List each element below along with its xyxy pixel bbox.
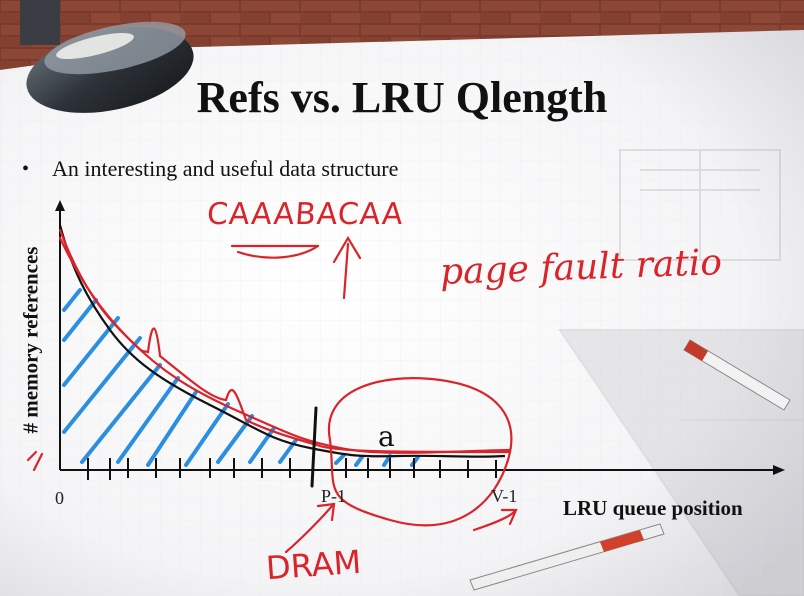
refs-curve-red bbox=[26, 228, 518, 554]
annotation-sequence: CAAABACAA bbox=[205, 197, 405, 232]
annotation-dram: DRAM bbox=[264, 542, 363, 588]
bullet-text: An interesting and useful data structure bbox=[52, 156, 399, 181]
x-axis-label: LRU queue position bbox=[563, 496, 743, 520]
x-tick-label-zero: 0 bbox=[55, 488, 64, 508]
x-tick-label-v-minus-1: V-1 bbox=[491, 486, 518, 506]
y-axis-label: # memory references bbox=[18, 246, 43, 434]
lamp-icon bbox=[20, 0, 194, 113]
circled-region bbox=[327, 377, 513, 527]
annotation-region-a: a bbox=[378, 420, 395, 453]
axes bbox=[55, 200, 785, 475]
x-axis-ticks bbox=[87, 458, 497, 480]
refs-curve-black bbox=[58, 224, 506, 458]
x-axis-arrow-icon bbox=[773, 465, 785, 475]
slide-title: Refs vs. LRU Qlength bbox=[196, 73, 608, 122]
y-axis-arrow-icon bbox=[55, 200, 65, 211]
shaded-region-blue bbox=[62, 288, 420, 467]
bullet-marker: • bbox=[22, 158, 30, 180]
x-tick-label-p-minus-1: P-1 bbox=[321, 486, 347, 506]
pen-icon bbox=[469, 339, 791, 591]
